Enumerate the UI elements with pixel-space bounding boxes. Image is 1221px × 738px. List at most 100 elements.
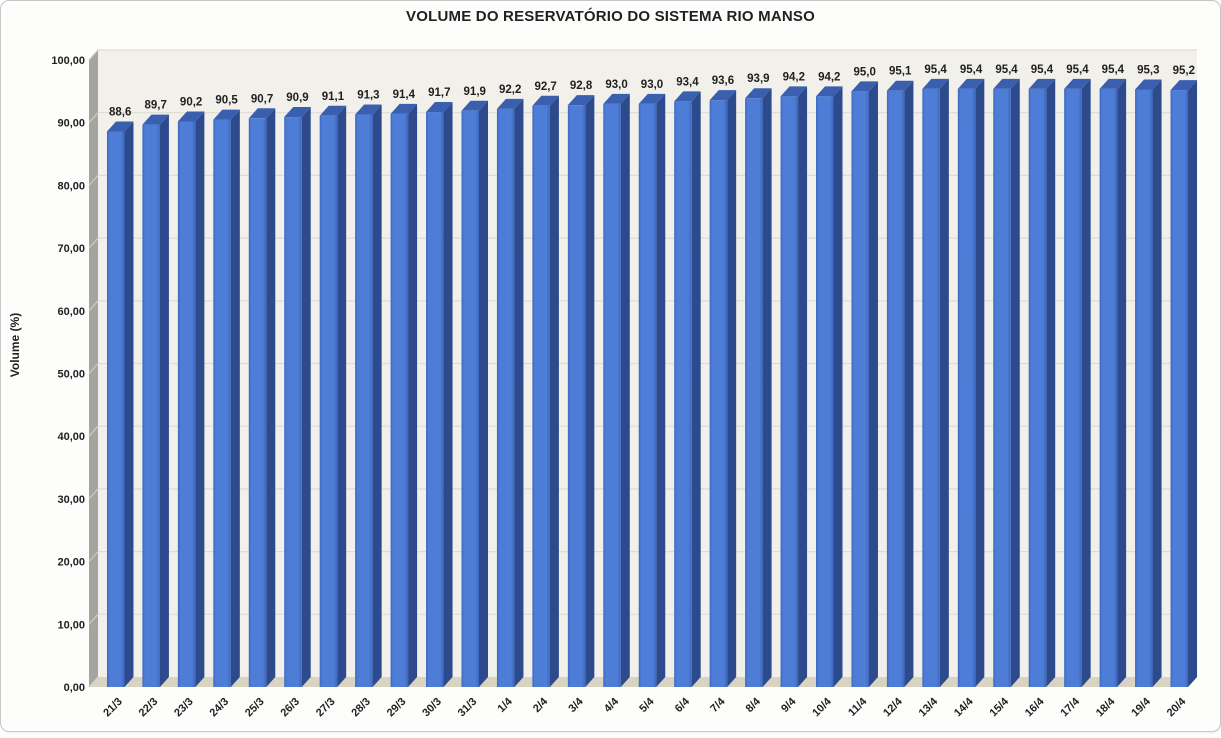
value-label: 95,4 (960, 64, 983, 76)
bar-side (656, 93, 666, 687)
category-label: 1/4 (496, 695, 516, 715)
bar-top (851, 81, 878, 92)
bar-top (213, 109, 240, 120)
chart-title: VOLUME DO RESERVATÓRIO DO SISTEMA RIO MA… (406, 8, 815, 25)
bar-side (727, 90, 737, 688)
bar-top (106, 121, 134, 132)
bar-side (266, 108, 276, 688)
bar-top (603, 93, 630, 104)
category-label: 25/3 (243, 696, 267, 720)
y-tick-label: 70,00 (57, 243, 85, 255)
value-label: 92,8 (570, 80, 593, 92)
y-tick-label: 60,00 (57, 306, 85, 318)
category-label: 9/4 (779, 695, 799, 715)
bar-front (957, 88, 976, 688)
bar-top (674, 91, 701, 102)
value-label: 90,9 (286, 92, 308, 104)
bar-top (284, 107, 311, 118)
category-label: 29/3 (385, 696, 409, 720)
bar-top (1135, 79, 1162, 90)
bar-top (993, 78, 1020, 89)
bar-top (816, 86, 843, 97)
value-label: 89,7 (144, 100, 166, 112)
bar-front (638, 103, 657, 687)
bar-front (993, 88, 1011, 688)
bar-front (461, 110, 479, 688)
bar-top (177, 111, 205, 122)
bar-front (284, 117, 302, 687)
category-label: 14/4 (952, 695, 976, 719)
side-wall-tick (88, 112, 99, 124)
category-label: 31/3 (456, 696, 480, 720)
bar-front (532, 105, 550, 688)
bar-top (886, 80, 914, 91)
value-label: 94,2 (818, 71, 840, 83)
value-label: 95,4 (995, 64, 1018, 76)
bar-front (426, 112, 444, 687)
bar-side (1046, 78, 1056, 688)
bar-side (549, 95, 559, 688)
category-label: 6/4 (673, 695, 693, 715)
side-wall-tick (88, 174, 99, 186)
bar-top (567, 95, 595, 106)
category-label: 26/3 (278, 696, 302, 720)
bar-top (1170, 80, 1198, 91)
category-label: 30/3 (420, 696, 444, 720)
bar-front (177, 121, 196, 688)
y-tick-label: 50,00 (57, 369, 85, 381)
y-tick-label: 40,00 (57, 431, 85, 443)
value-label: 95,4 (924, 64, 947, 76)
bar-side (904, 80, 914, 687)
bar-side (1081, 78, 1091, 688)
y-tick-label: 90,00 (57, 118, 85, 130)
side-wall-tick (88, 488, 99, 500)
bar-top (532, 95, 559, 106)
bar-top (461, 100, 488, 111)
bar-top (1064, 78, 1091, 89)
bar-side (798, 86, 808, 688)
y-axis-title: Volume (%) (8, 312, 22, 378)
side-wall-tick (88, 300, 99, 312)
value-label: 91,7 (428, 87, 450, 99)
bar-front (355, 114, 373, 687)
bar-front (213, 119, 231, 687)
category-label: 20/4 (1165, 695, 1189, 719)
side-wall-tick (88, 49, 99, 61)
bar-side (301, 107, 311, 687)
bar-top (638, 93, 666, 104)
value-label: 90,7 (251, 93, 273, 105)
bar-side (1010, 78, 1020, 688)
bar-side (939, 78, 949, 688)
bar-front (567, 105, 586, 688)
value-label: 90,2 (180, 96, 202, 108)
bar-top (957, 78, 985, 89)
bar-side (833, 86, 843, 688)
value-label: 90,5 (215, 95, 238, 107)
bar-side (691, 91, 701, 687)
bar-top (745, 88, 772, 99)
bar-side (124, 121, 134, 687)
category-label: 5/4 (637, 695, 657, 715)
bar-top (1099, 78, 1127, 89)
bar-top (426, 102, 453, 113)
bar-top (319, 105, 347, 116)
category-label: 10/4 (810, 695, 834, 719)
value-label: 91,3 (357, 90, 379, 102)
value-label: 95,4 (1066, 64, 1089, 76)
category-label: 17/4 (1058, 695, 1082, 719)
bar-front (674, 101, 692, 687)
value-label: 91,1 (322, 91, 345, 103)
bar-top (496, 98, 524, 109)
category-label: 12/4 (881, 695, 905, 719)
bar-front (745, 98, 763, 687)
bar-top (1028, 78, 1056, 89)
bar-side (337, 105, 347, 688)
category-label: 23/3 (172, 696, 196, 720)
bar-side (408, 103, 418, 687)
value-label: 95,1 (889, 66, 912, 78)
side-wall-tick (88, 363, 99, 374)
value-label: 95,2 (1173, 65, 1195, 77)
bar-side (514, 98, 524, 687)
bar-side (443, 102, 453, 687)
bar-front (709, 100, 728, 688)
